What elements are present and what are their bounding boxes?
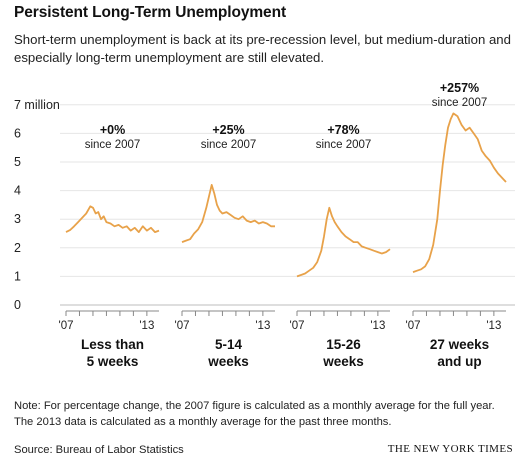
- change-note: since 2007: [316, 139, 372, 151]
- chart-title: Persistent Long-Term Unemployment: [14, 4, 287, 21]
- change-note: since 2007: [201, 139, 257, 151]
- change-label: +257%: [440, 81, 479, 95]
- x-tick-label: '07: [290, 320, 305, 332]
- y-tick-label: 6: [14, 126, 21, 140]
- panel-label-line: 5 weeks: [87, 354, 139, 369]
- chart-panel: '07 '13 +257% since 2007 27 weeks and up: [406, 81, 507, 369]
- chart-panel: '07 '13 +0% since 2007 Less than 5 weeks: [59, 123, 160, 369]
- change-label: +25%: [212, 123, 244, 137]
- panel-label-line: 5-14: [215, 337, 243, 352]
- y-tick-label: 0: [14, 298, 21, 312]
- x-tick-label: '07: [175, 320, 190, 332]
- source-credit: Source: Bureau of Labor Statistics: [14, 444, 184, 456]
- y-tick-label: 1: [14, 269, 21, 283]
- publisher-credit: THE NEW YORK TIMES: [387, 443, 513, 455]
- panel-label-line: 15-26: [326, 337, 361, 352]
- x-tick-label: '13: [255, 320, 270, 332]
- y-tick-label: 5: [14, 155, 21, 169]
- panel-label-line: weeks: [322, 354, 364, 369]
- panel-label-line: and up: [437, 354, 481, 369]
- x-tick-label: '07: [406, 320, 421, 332]
- panel-label-line: weeks: [207, 354, 249, 369]
- series-line: [296, 206, 391, 278]
- chart-panels: '07 '13 +0% since 2007 Less than 5 weeks '07 '1…: [59, 81, 507, 369]
- x-tick-label: '13: [139, 320, 154, 332]
- chart-panel: '07 '13 +25% since 2007 5-14 weeks: [175, 123, 275, 369]
- y-tick-label: 4: [14, 184, 21, 198]
- y-tick-label: 7 million: [14, 98, 60, 112]
- footnote: Note: For percentage change, the 2007 fi…: [14, 400, 495, 428]
- x-tick-label: '13: [370, 320, 385, 332]
- change-note: since 2007: [85, 139, 141, 151]
- x-tick-label: '07: [59, 320, 74, 332]
- change-note: since 2007: [432, 97, 488, 109]
- panel-label-line: Less than: [81, 337, 144, 352]
- chart-panel: '07 '13 +78% since 2007 15-26 weeks: [290, 123, 391, 369]
- series-line: [181, 184, 275, 243]
- chart-subtitle: Short-term unemployment is back at its p…: [14, 32, 511, 65]
- y-tick-label: 3: [14, 212, 21, 226]
- series-line: [65, 205, 160, 233]
- change-label: +78%: [327, 123, 359, 137]
- chart-canvas: 0 1 2 3 4 5 6 7 million '07 '13 +0% since 2007 Less…: [14, 81, 515, 369]
- series-line: [412, 112, 507, 273]
- panel-label-line: 27 weeks: [430, 337, 489, 352]
- x-tick-label: '13: [486, 320, 501, 332]
- y-tick-label: 2: [14, 241, 21, 255]
- change-label: +0%: [100, 123, 125, 137]
- y-axis-tick-labels: 0 1 2 3 4 5 6 7 million: [14, 98, 60, 312]
